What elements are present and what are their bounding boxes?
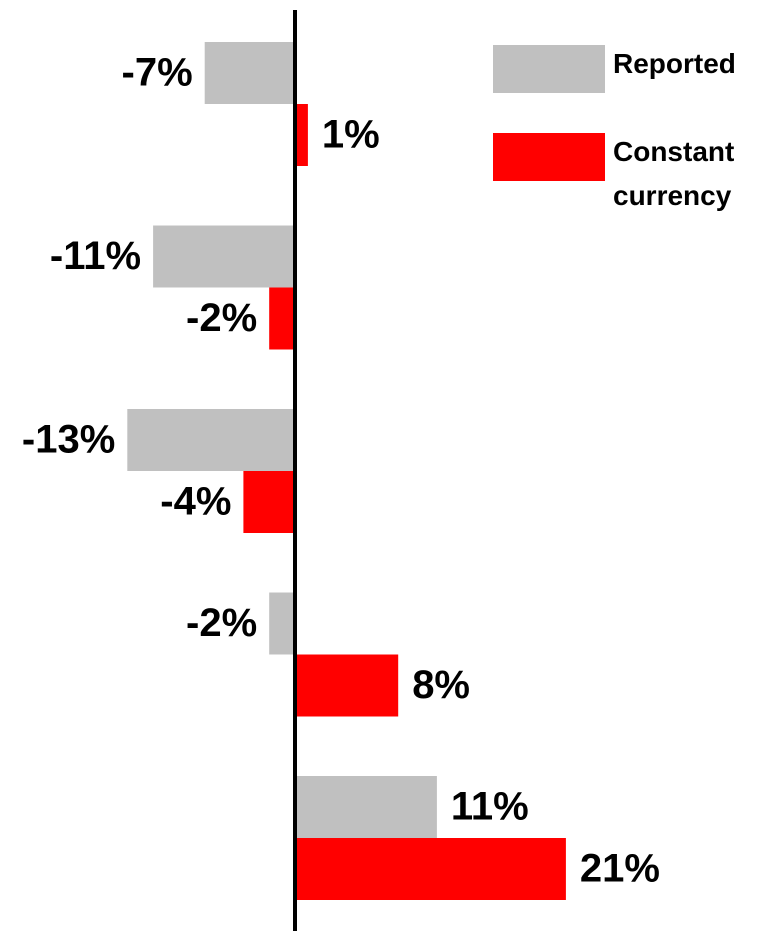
data-label: 1%: [322, 113, 380, 157]
bar: [269, 287, 295, 350]
data-label: -7%: [122, 51, 193, 95]
bar: [295, 104, 308, 166]
data-label: -13%: [22, 418, 115, 462]
legend-swatch: [493, 45, 605, 93]
bar: [269, 592, 295, 655]
data-label: -2%: [186, 601, 257, 645]
data-label: -4%: [160, 480, 231, 524]
bar: [153, 225, 295, 288]
bar: [127, 409, 295, 471]
bar: [295, 838, 566, 900]
bar: [295, 776, 437, 838]
data-label: -11%: [50, 234, 141, 278]
data-label: 8%: [412, 663, 470, 707]
data-label: -2%: [186, 296, 257, 340]
bar: [204, 42, 295, 104]
legend-label: Constant currency: [613, 136, 735, 211]
data-label: 21%: [580, 847, 660, 891]
data-label: 11%: [451, 785, 529, 829]
legend-label: Reported: [613, 48, 736, 79]
legend-swatch: [493, 133, 605, 181]
bar: [243, 471, 295, 533]
bar: [295, 654, 399, 717]
